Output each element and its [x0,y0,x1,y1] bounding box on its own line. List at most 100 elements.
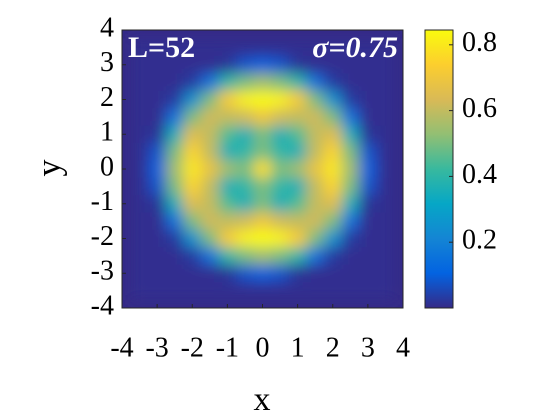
heatmap-cell [323,142,343,161]
heatmap-cell [165,125,184,144]
heatmap-cell [236,229,255,248]
heatmap-cell [253,125,272,144]
heatmap-cell [306,264,325,283]
heatmap-cell [183,108,202,127]
heatmap-cell [376,229,395,248]
heatmap-cell [359,125,378,144]
heatmap-cell [165,142,184,161]
heatmap-cell [323,125,343,144]
heatmap-cell [218,212,237,231]
heatmap-cell [253,38,272,57]
heatmap-cell [359,38,378,57]
heatmap-cell [253,264,272,283]
heatmap-cell [376,38,395,57]
heatmap-cell [359,177,378,196]
heatmap-cell [148,195,167,213]
heatmap-cell [236,195,255,213]
heatmap-cell [288,212,307,231]
y-tick-label: -3 [91,256,114,287]
heatmap-cell [236,125,255,144]
heatmap-cell [201,108,220,127]
heatmap-cell [359,247,378,266]
x-tick-label: 0 [256,332,270,363]
heatmap-cell [165,160,184,179]
heatmap-cell [201,56,220,74]
heatmap-cell [341,264,360,283]
heatmap-cell [306,281,325,300]
heatmap-cell [183,56,202,74]
heatmap-cell [236,160,255,179]
heatmap-cell [218,160,237,179]
y-tick-label: -2 [91,221,114,252]
heatmap-cell [253,212,272,231]
heatmap-cell [306,90,325,109]
heatmap-cell [130,108,149,127]
heatmap-cell [288,56,307,74]
y-tick-label: 1 [100,117,114,148]
heatmap-cell [130,125,149,144]
heatmap-cell [323,264,343,283]
heatmap-cell [306,212,325,231]
heatmap-cell [288,73,307,92]
heatmap-cell [271,108,290,127]
heatmap-cell [253,108,272,127]
heatmap-cell [165,90,184,109]
heatmap-cell [288,229,307,248]
heatmap-cell [323,195,343,213]
heatmap-cell [376,125,395,144]
heatmap-cell [253,73,272,92]
heatmap-cell [201,195,220,213]
heatmap-cell [306,125,325,144]
heatmap-cell [183,229,202,248]
heatmap-cell [253,56,272,74]
heatmap-cell [376,177,395,196]
heatmap-cell [148,247,167,266]
heatmap-cell [359,108,378,127]
heatmap-cell [201,229,220,248]
heatmap-cell [148,73,167,92]
heatmap-cell [288,247,307,266]
heatmap-cell [359,264,378,283]
x-tick-label: 2 [326,332,340,363]
heatmap-cell [218,73,237,92]
heatmap-cell [271,38,290,57]
heatmap-cell [130,212,149,231]
heatmap-cell [271,56,290,74]
heatmap-cell [218,125,237,144]
heatmap-cell [288,195,307,213]
heatmap-cell [376,195,395,213]
heatmap-cell [271,264,290,283]
heatmap-cell [236,56,255,74]
heatmap-cell [359,73,378,92]
heatmap-cell [218,142,237,161]
heatmap-cell [183,264,202,283]
heatmap-cell [323,229,343,248]
heatmap-cell [376,73,395,92]
heatmap-cell [323,160,343,179]
heatmap-cell [148,160,167,179]
heatmap-cell [271,247,290,266]
heatmap-cell [201,264,220,283]
heatmap-cell [165,212,184,231]
heatmap-cell [218,281,237,300]
heatmap-cell [288,177,307,196]
heatmap-cell [148,212,167,231]
heatmap-cell [253,90,272,109]
y-tick-label: 4 [100,12,114,43]
heatmap-cell [236,142,255,161]
heatmap-cell [341,142,360,161]
heatmap-cell [236,73,255,92]
heatmap-cell [236,212,255,231]
heatmap-cell [306,247,325,266]
heatmap-cell [306,38,325,57]
y-tick-label: 3 [100,47,114,78]
heatmap-cell [165,73,184,92]
heatmap-cell [236,247,255,266]
heatmap-cell [359,195,378,213]
heatmap-cell [341,195,360,213]
heatmap-cell [201,160,220,179]
heatmap-cell [201,281,220,300]
heatmap-cell [201,90,220,109]
heatmap-cell [306,195,325,213]
annotation: L=52 [128,31,195,64]
